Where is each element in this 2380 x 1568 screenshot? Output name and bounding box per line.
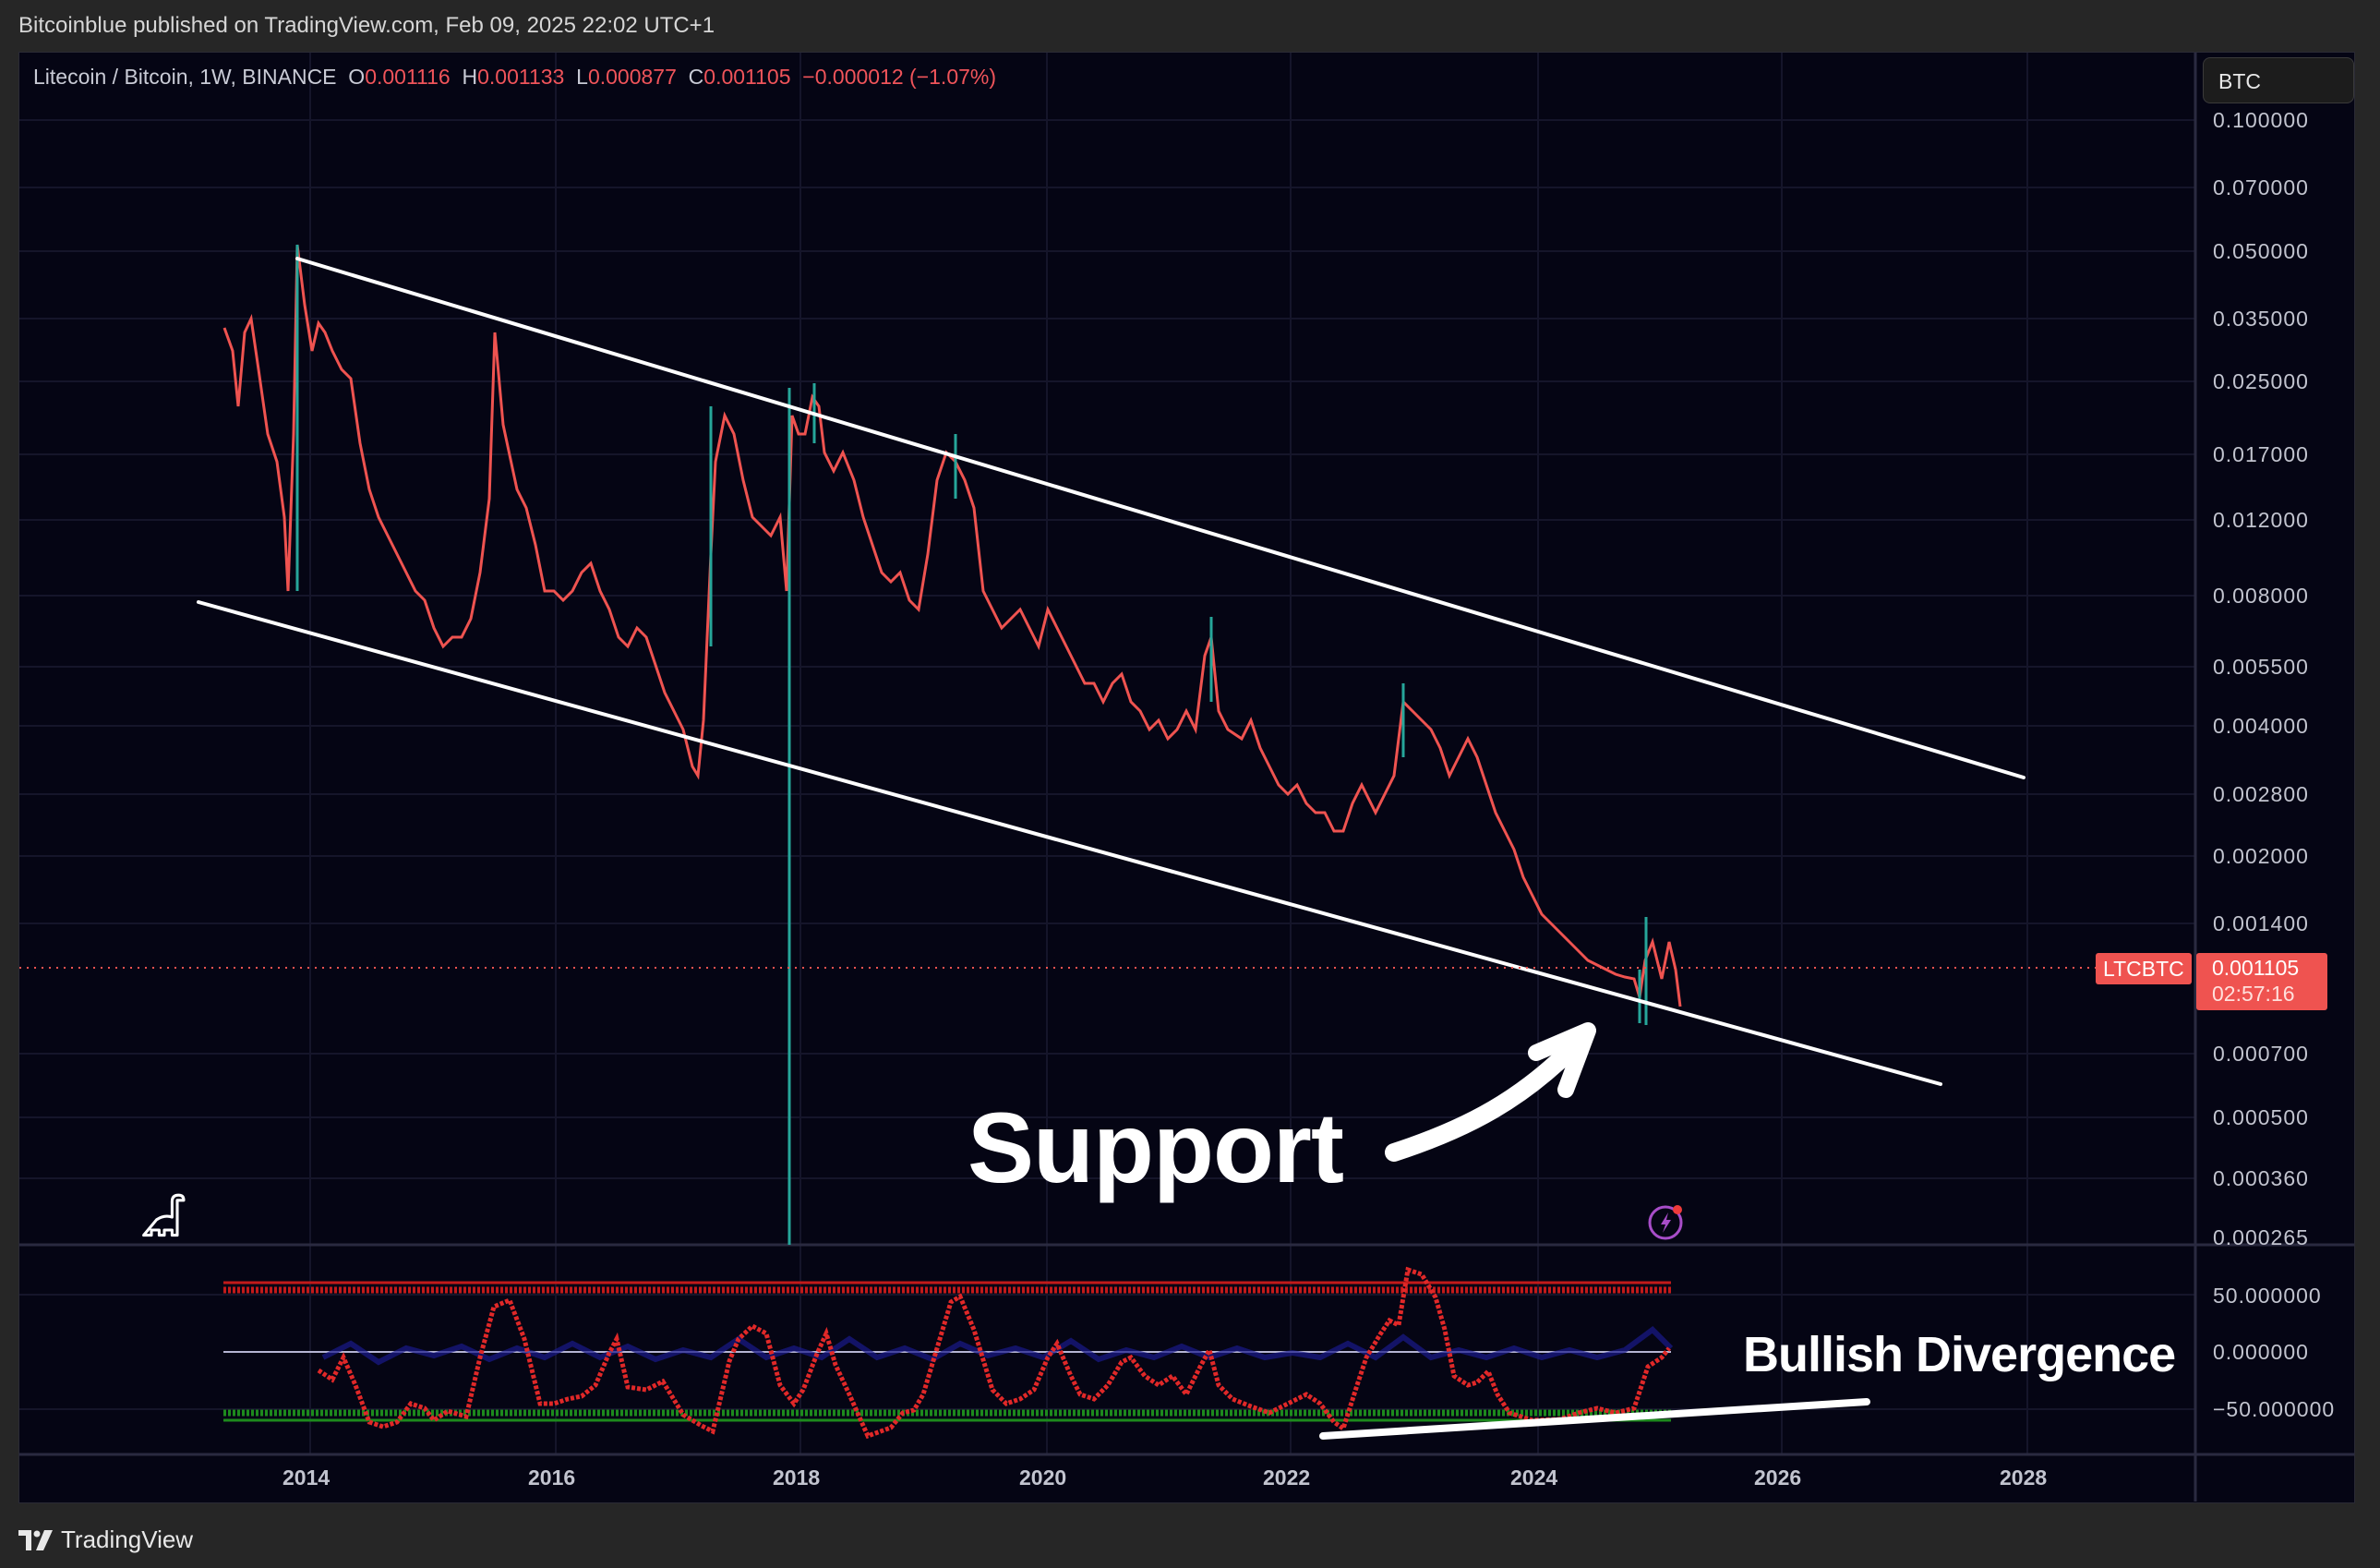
low-value: 0.000877 <box>587 65 677 89</box>
price-tick: 0.035000 <box>2213 307 2309 331</box>
grid-lines <box>19 53 2195 1454</box>
last-price-label: 0.001105 02:57:16 <box>2196 953 2327 1010</box>
support-arrow-icon <box>1385 1032 1588 1162</box>
price-tick: 0.000700 <box>2213 1042 2309 1066</box>
lightning-alert-icon[interactable] <box>1647 1200 1688 1241</box>
high-value: 0.001133 <box>477 65 565 89</box>
price-tick: 0.000265 <box>2213 1225 2309 1249</box>
channel-trendlines[interactable] <box>197 257 2025 1086</box>
close-value: 0.001105 <box>703 65 791 89</box>
price-tick: 0.050000 <box>2213 239 2309 263</box>
tradingview-logo[interactable]: TradingView <box>18 1526 193 1554</box>
time-tick: 2026 <box>1754 1465 1802 1490</box>
price-tick: 0.002000 <box>2213 844 2309 868</box>
dinosaur-icon[interactable] <box>138 1191 190 1243</box>
price-tick: 0.070000 <box>2213 175 2309 199</box>
publish-header: Bitcoinblue published on TradingView.com… <box>0 0 2380 51</box>
price-tick: 0.004000 <box>2213 714 2309 738</box>
time-tick: 2016 <box>528 1465 576 1490</box>
channel-bottom-line <box>197 600 1942 1086</box>
bar-countdown: 02:57:16 <box>2212 982 2295 1006</box>
last-price-value: 0.001105 <box>2212 956 2300 980</box>
pane-borders <box>19 53 2354 1502</box>
symbol-title: Litecoin / Bitcoin, 1W, BINANCE <box>33 65 337 89</box>
candlestick-series <box>222 244 1682 1245</box>
oscillator-tick: −50.000000 <box>2213 1397 2336 1421</box>
price-tick: 0.025000 <box>2213 369 2309 393</box>
price-tick: 0.001400 <box>2213 911 2309 935</box>
support-annotation[interactable]: Support <box>968 1092 1344 1203</box>
time-tick: 2024 <box>1510 1465 1558 1490</box>
change-value: −0.000012 (−1.07%) <box>802 65 997 89</box>
divergence-line[interactable] <box>1319 1398 1870 1440</box>
price-tick: 0.017000 <box>2213 442 2309 466</box>
symbol-price-tag: LTCBTC <box>2096 953 2192 984</box>
currency-button[interactable]: BTC <box>2203 57 2354 103</box>
price-tick: 0.000360 <box>2213 1166 2309 1190</box>
price-tick: 0.008000 <box>2213 584 2309 608</box>
price-tick: 0.002800 <box>2213 782 2309 806</box>
open-value: 0.001116 <box>365 65 451 89</box>
tradingview-logo-icon <box>18 1529 53 1550</box>
support-arrowhead-icon <box>1528 1022 1596 1098</box>
oscillator-tick: 50.000000 <box>2213 1284 2322 1308</box>
tradingview-brand: TradingView <box>61 1526 194 1553</box>
publish-info: Bitcoinblue published on TradingView.com… <box>18 13 715 38</box>
time-tick: 2014 <box>282 1465 331 1490</box>
oscillator-tick: 0.000000 <box>2213 1340 2309 1364</box>
time-tick: 2020 <box>1019 1465 1067 1490</box>
price-tick: 0.000500 <box>2213 1105 2309 1129</box>
price-tick: 0.005500 <box>2213 655 2309 679</box>
time-tick: 2028 <box>2000 1465 2048 1490</box>
footer <box>0 1503 2380 1568</box>
bullish-divergence-annotation[interactable]: Bullish Divergence <box>1743 1327 2176 1382</box>
price-tick: 0.100000 <box>2213 108 2309 132</box>
oscillator-pane <box>223 1266 1674 1440</box>
symbol-legend[interactable]: Litecoin / Bitcoin, 1W, BINANCE O0.00111… <box>33 65 997 89</box>
price-tick: 0.012000 <box>2213 508 2309 532</box>
channel-top-line <box>295 257 2025 779</box>
time-tick: 2018 <box>773 1465 821 1490</box>
time-tick: 2022 <box>1263 1465 1311 1490</box>
